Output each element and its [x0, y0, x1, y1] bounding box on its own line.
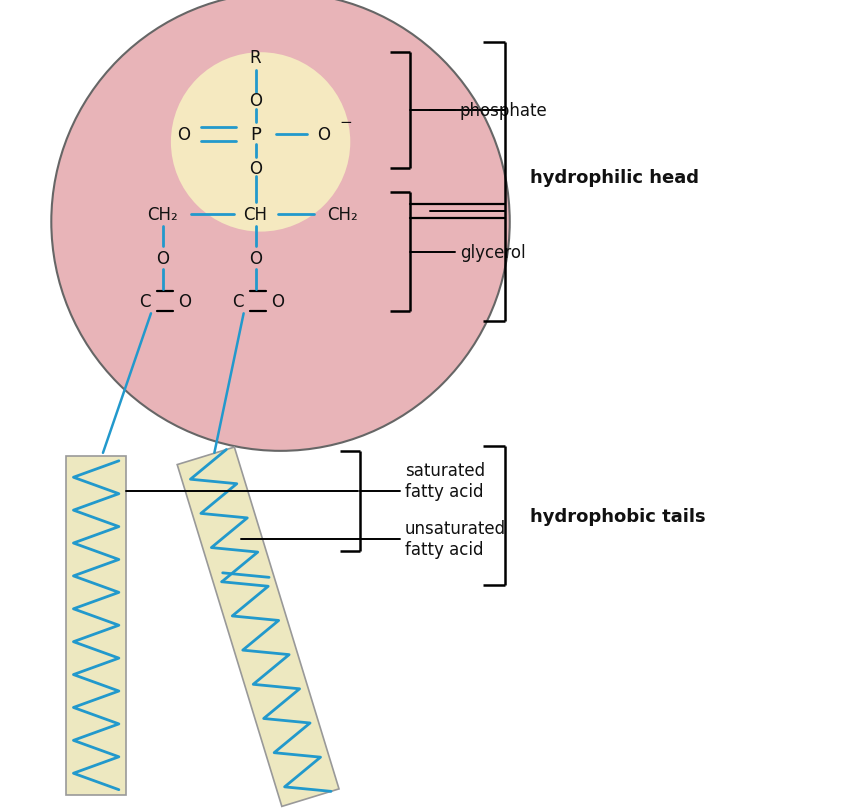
Text: CH₂: CH₂: [148, 205, 179, 223]
Circle shape: [51, 0, 510, 451]
Text: O: O: [249, 92, 262, 110]
Text: glycerol: glycerol: [460, 243, 526, 261]
Text: hydrophilic head: hydrophilic head: [530, 169, 699, 187]
Text: saturated
fatty acid: saturated fatty acid: [405, 461, 485, 500]
Text: O: O: [178, 126, 191, 144]
Text: CH: CH: [243, 205, 268, 223]
Text: O: O: [271, 293, 284, 311]
Text: O: O: [249, 160, 262, 178]
Bar: [66, 457, 126, 795]
Text: O: O: [156, 249, 169, 267]
Text: phosphate: phosphate: [460, 102, 548, 120]
Text: O: O: [317, 126, 330, 144]
Text: C: C: [139, 293, 151, 311]
Text: O: O: [179, 293, 192, 311]
Text: −: −: [339, 115, 351, 131]
Text: hydrophobic tails: hydrophobic tails: [530, 507, 705, 525]
Polygon shape: [177, 448, 339, 806]
Text: C: C: [232, 293, 243, 311]
Text: R: R: [249, 49, 261, 67]
Text: CH₂: CH₂: [327, 205, 357, 223]
Text: unsaturated
fatty acid: unsaturated fatty acid: [405, 520, 507, 558]
Text: P: P: [250, 126, 261, 144]
Circle shape: [171, 54, 350, 232]
Text: O: O: [249, 249, 262, 267]
